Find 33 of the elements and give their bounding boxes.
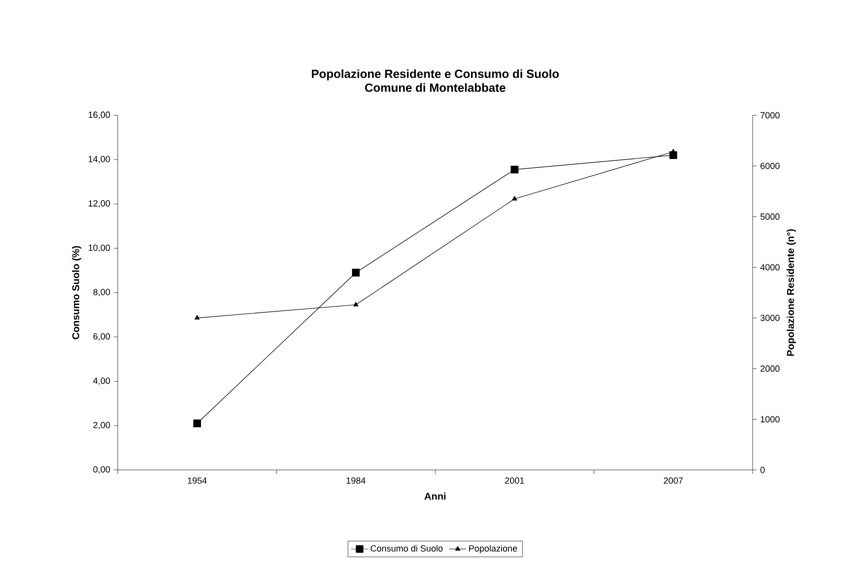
y2-tick-label: 1000 (760, 416, 780, 422)
y-tick-label: 12,00 (88, 200, 110, 208)
x-tick-label: 1954 (188, 477, 207, 484)
y-tick-label: 8,00 (93, 288, 110, 296)
x-tick-label: 2007 (664, 477, 683, 484)
y2-tick-label: 0 (760, 466, 765, 474)
y2-tick-label: 4000 (760, 264, 780, 270)
y2-tick-label: 6000 (760, 162, 780, 169)
point (193, 419, 201, 428)
y-tick-label: 4,00 (93, 377, 110, 385)
y2-axis-title: Popolazione Residente (n°) (786, 229, 796, 356)
point (352, 268, 360, 276)
y2-tick-label: 2000 (760, 365, 780, 372)
y2-tick-label: 3000 (760, 314, 780, 322)
x-tick-label: 1984 (346, 477, 366, 484)
legend-label: Consumo di Suolo (370, 544, 443, 552)
y-axis-title: Consumo Suolo (%) (72, 246, 82, 340)
y-tick-label: 0,00 (93, 466, 110, 474)
point (510, 166, 518, 174)
y-tick-label: 14,00 (88, 156, 110, 164)
point (353, 302, 358, 306)
x-tick-label: 2001 (505, 477, 524, 484)
point (512, 196, 518, 200)
legend-label: Popolazione (469, 544, 518, 554)
y2-tick-label: 7000 (760, 112, 780, 118)
y-tick-label: 6,00 (93, 333, 110, 341)
y-tick-label: 2,00 (93, 422, 110, 430)
x-axis-title: Anni (424, 492, 446, 500)
y2-tick-label: 5000 (760, 213, 780, 220)
chart-title: Popolazione Residente e Consumo di Suolo Comune di Montelabbate (312, 69, 559, 92)
y-tick-label: 16,00 (88, 111, 110, 119)
y-tick-label: 10,00 (88, 244, 110, 252)
point (194, 314, 200, 320)
